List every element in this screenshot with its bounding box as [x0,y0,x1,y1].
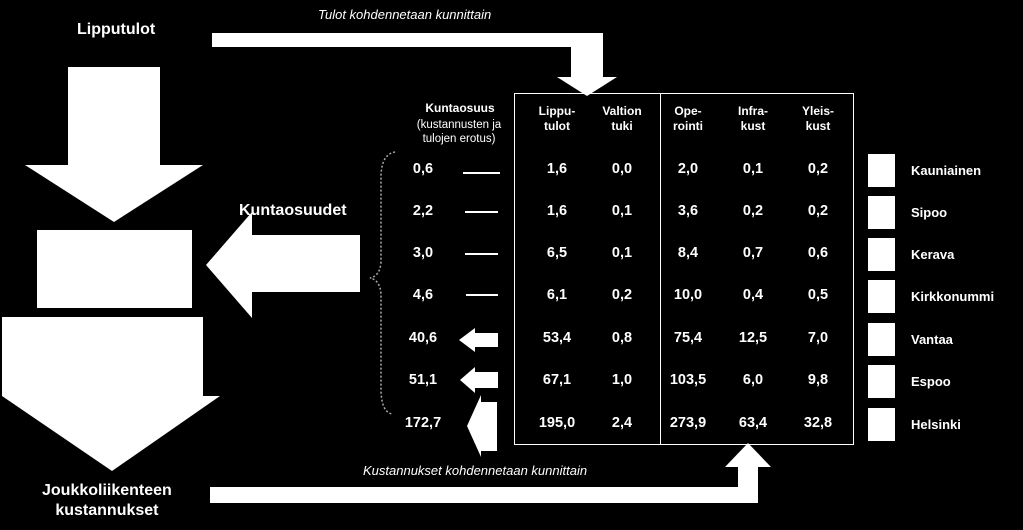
kuntaosuus-value: 40,6 [408,330,438,346]
valtiontuki-value: 0,0 [611,161,633,177]
yleiskust-value: 0,5 [807,287,829,303]
kuntaosuus-header: Kuntaosuus [425,101,495,115]
municipality-label: Kauniainen [911,163,982,178]
yleiskust-value: 0,6 [807,245,829,261]
row-arrow-vantaa [459,328,498,352]
yleiskust-value: 0,2 [807,203,829,219]
revenue-table-box [514,93,661,445]
municipality-box [868,196,895,229]
cost-table-box [660,93,854,445]
costs-label: Joukkoliikenteen kustannukset [42,482,172,519]
operointi-value: 273,9 [669,415,707,431]
ticket-revenue-down-arrow [25,67,203,222]
municipality-box [868,280,895,313]
infrakust-header: Infra- kust [738,104,768,133]
row-arrow-helsinki [467,395,497,457]
kuntaosuus-value: 2,2 [412,203,434,219]
municipality-box [868,365,895,398]
infrakust-value: 6,0 [742,372,764,388]
costs-down-arrow [2,317,220,471]
municipality-label: Kerava [911,247,955,262]
municipality-label: Kirkkonummi [911,289,995,304]
kuntaosuus-value: 51,1 [408,372,438,388]
yleiskust-value: 32,8 [803,415,833,431]
municipality-label: Espoo [911,374,951,389]
row-arrows [459,172,500,457]
revenue-allocation-label: Tulot kohdennetaan kunnittain [318,7,492,22]
municipality-label: Sipoo [911,205,948,220]
municipality-box [868,238,895,271]
lipputulot-value: 1,6 [546,161,568,177]
infrakust-value: 0,1 [742,161,764,177]
lipputulot-value: 1,6 [546,203,568,219]
financing-box [37,230,192,308]
valtiontuki-header: Valtion tuki [602,104,642,133]
municipal-shares-left-arrow [206,212,360,318]
municipality-box [868,154,895,187]
lipputulot-value: 6,1 [546,287,568,303]
infrakust-value: 0,7 [742,245,764,261]
lipputulot-value: 6,5 [546,245,568,261]
yleiskust-value: 0,2 [807,161,829,177]
kuntaosuus-note: (kustannusten ja tulojen erotus) [416,119,502,145]
operointi-value: 8,4 [677,245,699,261]
kuntaosuus-value: 172,7 [404,415,442,431]
yleiskust-header: Yleis- kust [801,104,834,133]
lipputulot-header: Lippu- tulot [538,104,576,133]
kuntaosuus-value: 3,0 [412,245,434,261]
valtiontuki-value: 0,2 [611,287,633,303]
kuntaosuus-value: 0,6 [412,161,434,177]
operointi-value: 3,6 [677,203,699,219]
kuntaosuus-value: 4,6 [412,287,434,303]
lipputulot-value: 195,0 [538,415,576,431]
lipputulot-value: 53,4 [542,330,572,346]
operointi-value: 10,0 [673,287,703,303]
yleiskust-value: 9,8 [807,372,829,388]
infrakust-value: 12,5 [738,330,768,346]
operointi-value: 2,0 [677,161,699,177]
revenue-allocation-arrow [212,33,617,96]
lipputulot-value: 67,1 [542,372,572,388]
row-arrow-espoo [460,367,498,393]
municipality-box [868,323,895,356]
kuntaosuudet-label: Kuntaosuudet [239,202,347,219]
rows-brace [369,151,396,415]
cost-allocation-arrow [210,443,771,503]
valtiontuki-value: 0,1 [611,203,633,219]
operointi-value: 75,4 [673,330,703,346]
municipality-label: Vantaa [911,332,953,347]
valtiontuki-value: 0,8 [611,330,633,346]
infrakust-value: 63,4 [738,415,768,431]
valtiontuki-value: 0,1 [611,245,633,261]
operointi-header: Ope- rointi [673,104,703,133]
valtiontuki-value: 1,0 [611,372,633,388]
valtiontuki-value: 2,4 [611,415,633,431]
infrakust-value: 0,2 [742,203,764,219]
municipality-box [868,408,895,441]
yleiskust-value: 7,0 [807,330,829,346]
infrakust-value: 0,4 [742,287,764,303]
operointi-value: 103,5 [669,372,707,388]
municipality-label: Helsinki [911,417,961,432]
lipputulot-label: Lipputulot [77,21,156,38]
cost-allocation-label: Kustannukset kohdennetaan kunnittain [363,463,588,478]
